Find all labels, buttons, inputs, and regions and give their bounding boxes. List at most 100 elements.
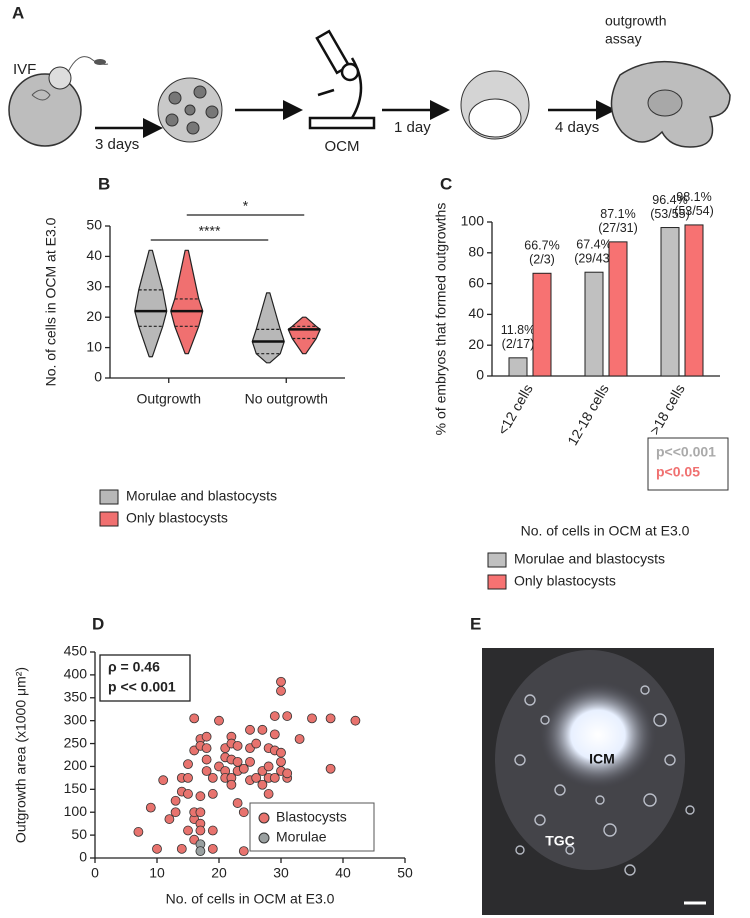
panel-label: B [98,174,110,193]
point [325,713,336,724]
violin-body [251,292,285,364]
legend-swatch [99,511,119,527]
x-tick-label: No outgrowth [245,391,328,407]
panel-label: C [440,174,452,193]
point [276,747,286,758]
value-label: 96.4% [652,193,687,207]
point [257,779,268,790]
point [158,775,169,786]
y-tick-label: 80 [468,244,484,260]
x-tick-label: <12 cells [494,381,536,437]
point [195,807,206,818]
point [183,825,193,836]
value-label: (53/54) [674,204,714,218]
point [263,789,274,799]
y-tick-label: 0 [476,367,484,383]
point [201,754,212,765]
schematic-label: OCM [325,138,360,155]
point [164,814,175,824]
x-tick-label: 50 [397,865,413,881]
point [201,766,212,776]
legend-box [249,802,375,852]
bar [532,272,552,377]
point [201,731,212,742]
y-tick-label: 50 [86,217,102,233]
point [189,713,200,724]
point [207,843,218,854]
point [245,756,255,767]
x-tick-label: 12-18 cells [564,381,612,448]
point [232,740,243,751]
bar [608,241,628,377]
point [282,711,293,721]
x-axis-title: No. of cells in OCM at E3.0 [166,891,335,907]
value-label: (29/43) [574,252,614,266]
bar [508,357,528,377]
schematic-label: 1 day [394,119,431,136]
schematic-label: 4 days [555,119,599,136]
point [183,789,193,799]
micrograph [482,648,714,915]
significance-label: * [243,198,249,214]
legend-marker [258,812,270,824]
y-axis-title: % of embryos that formed outgrowths [433,203,449,436]
value-label: 67.4% [576,238,611,252]
y-tick-label: 250 [64,734,88,750]
legend-label: Only blastocysts [126,510,228,526]
point [183,772,193,783]
legend-label: Only blastocysts [514,573,616,589]
point [269,772,280,783]
y-tick-label: 350 [64,688,88,704]
value-label: (53/55) [650,207,690,221]
schematic [8,29,731,148]
image-label: ICM [589,751,615,767]
point [214,715,224,726]
value-label: (27/31) [598,221,638,235]
point [133,827,144,837]
y-tick-label: 20 [468,336,484,352]
annotation-box [99,654,191,702]
point [170,795,181,806]
point [238,846,249,857]
y-tick-label: 0 [79,849,87,865]
point [251,738,262,749]
value-label: 66.7% [524,239,559,253]
legend-label: Morulae and blastocysts [514,551,665,567]
legend-label: Morulae [276,829,327,845]
y-tick-label: 200 [64,757,88,773]
point [251,772,262,783]
y-tick-label: 150 [64,780,88,796]
panel-label: D [92,614,104,633]
x-tick-label: 10 [149,865,165,881]
legend-swatch [487,552,507,568]
y-tick-label: 0 [94,369,102,385]
point [245,724,255,735]
p-value: p<<0.001 [656,444,716,460]
y-tick-label: 100 [461,213,485,229]
panel-label: E [470,614,481,633]
legend-swatch [487,574,507,590]
x-tick-label: 20 [211,865,227,881]
y-tick-label: 10 [86,338,102,354]
value-label: 87.1% [600,207,635,221]
bar [660,227,680,377]
p-value: p<0.05 [656,464,700,480]
value-label: 98.1% [676,190,711,204]
y-axis-title: No. of cells in OCM at E3.0 [43,217,59,386]
x-tick-label: 30 [273,865,289,881]
point [276,676,286,687]
schematic-label: IVF [13,61,36,78]
y-tick-label: 50 [71,826,87,842]
annotation-box [647,437,729,491]
legend-swatch [99,489,119,505]
x-tick-label: 0 [91,865,99,881]
image-label: TGC [545,833,575,849]
point [207,772,218,783]
y-tick-label: 20 [86,308,102,324]
point [232,798,243,808]
point [183,759,193,770]
y-tick-label: 300 [64,711,88,727]
legend-marker [258,832,270,844]
point [238,807,249,818]
point [226,779,237,790]
